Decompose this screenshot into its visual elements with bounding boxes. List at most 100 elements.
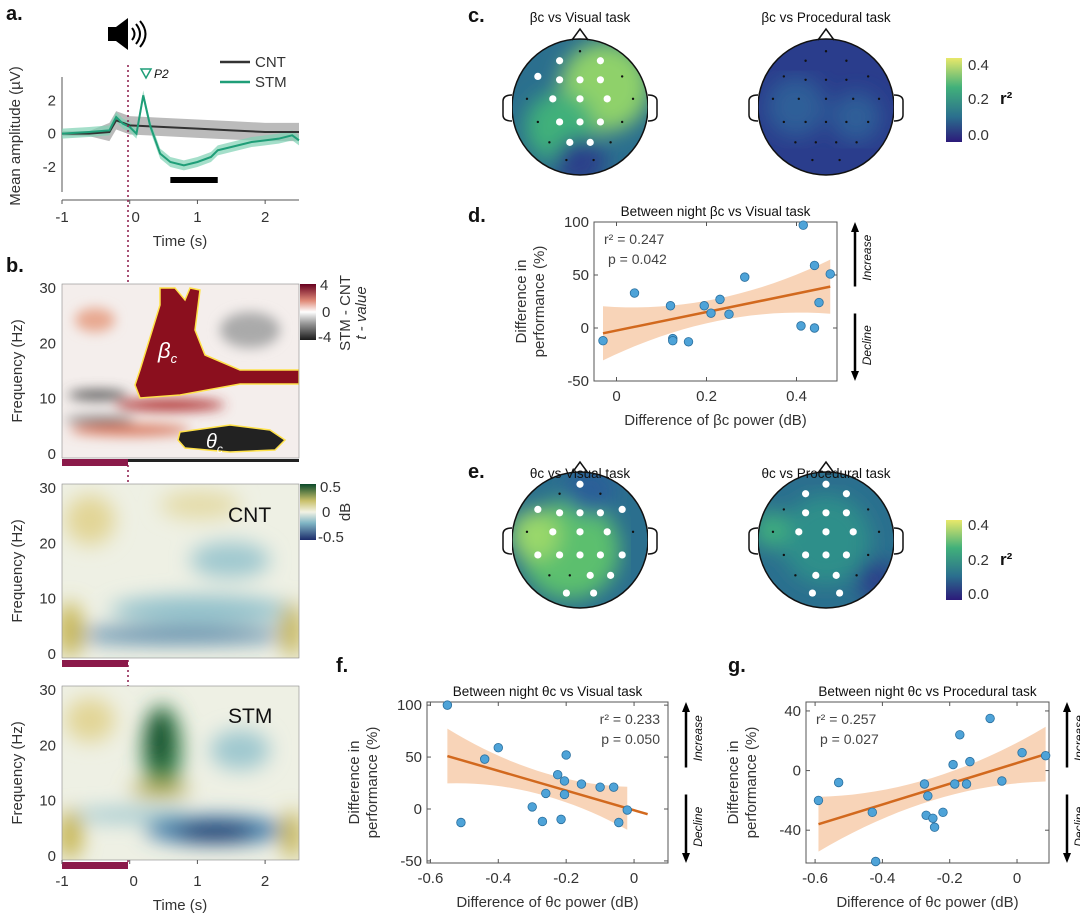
data-point [796,321,806,331]
electrode [852,97,855,101]
topomaps [502,27,904,609]
y-tick-label: -50 [400,853,422,870]
cb1-tick: 0 [322,304,330,321]
plot-frame [593,221,838,382]
electrode [866,508,870,511]
y-tick-label: 10 [39,793,56,810]
activity-blob [766,77,826,137]
data-point [629,288,640,298]
data-point [809,260,820,271]
data-point [559,776,570,786]
electrode [838,158,841,162]
y-axis-label: performance (%) [743,727,760,839]
x-tick-label: 0 [630,870,638,887]
x-tick-label: -0.4 [869,870,895,887]
data-point [552,770,563,780]
x-tick-label: 2 [261,873,269,890]
data-point [1040,750,1051,761]
significant-electrode [832,571,840,579]
r2-colorbar-e [946,520,962,600]
significant-electrode [618,505,626,513]
data-point [867,807,878,818]
panel-label-f: f. [336,655,348,677]
panel-label-g: g. [728,655,746,677]
nose-icon [817,27,835,41]
chart-title: Between night βc vs Visual task [621,204,811,219]
y-tick-label: 0 [48,646,56,663]
y-tick-label: 2 [48,92,56,109]
cb-c-tick: 0.4 [968,57,989,74]
activity-blob [856,560,894,600]
electrode [771,530,775,534]
electrode [835,141,838,144]
x-tick-label: 0 [130,873,138,890]
data-point [955,730,965,740]
electrode [845,78,848,82]
electrode [855,574,858,577]
electrode [877,530,881,534]
electrode [824,50,828,53]
topomap-0 [512,39,648,175]
data-point [442,700,453,710]
data-point [919,779,930,789]
activity-blob [831,92,881,142]
electrode [609,141,612,144]
cb-e-label: r² [1000,550,1013,569]
x-tick-label: -0.4 [485,870,511,887]
significant-electrode [562,589,571,597]
chart-title: Between night θc vs Visual task [453,684,643,699]
activity-blob [565,472,615,515]
increase-label: Increase [860,234,874,280]
topomap-2 [512,472,648,608]
electrode [804,59,807,62]
data-point [706,308,716,318]
theta-cluster [177,424,287,453]
stm-map-label: STM [228,705,272,728]
decline-label: Decline [1072,806,1080,846]
y-tick-label: 0 [581,320,589,337]
beta-cluster [134,287,299,399]
electrode [845,120,848,124]
electrode [525,530,529,534]
significant-electrode [822,551,830,559]
r-squared-label: r² = 0.233 [600,711,661,727]
y-tick-label: 50 [405,749,422,766]
arrowhead-down-icon [851,371,859,381]
cb1-subtitle: t - value [353,286,370,339]
scatter-f: Between night θc vs Visual task -0.6 -0.4 -… [346,684,705,911]
cb1-tick: -4 [318,329,331,346]
chart-title: Between night θc vs Procedural task [818,684,1037,699]
cb1-tick: 4 [320,277,328,294]
panel-label-a: a. [6,3,23,25]
activity-blob [555,137,605,175]
electrode [824,78,828,82]
electrode [797,97,800,101]
significant-electrode [534,505,542,513]
significant-electrode [596,76,605,84]
significant-electrode [586,138,594,146]
x-tick-label: 0.2 [696,388,717,405]
electrode [782,553,786,557]
data-point [1017,747,1027,758]
data-point [740,272,750,282]
data-point [724,309,734,319]
r-squared-label: r² = 0.247 [604,231,665,247]
y-tick-label: -2 [43,159,56,176]
r-squared-label: r² = 0.257 [816,711,877,727]
data-point [950,779,960,789]
topomap-3 [758,472,894,608]
x-tick-label: 0.4 [786,388,807,405]
data-point [559,789,570,800]
electrode [525,97,529,101]
cb-e-tick: 0.4 [968,517,989,534]
electrode [568,574,571,577]
x-tick-label: -0.2 [553,870,579,887]
topo-title-beta-procedural: βc vs Procedural task [761,10,891,25]
data-point [493,743,503,753]
electrode [866,553,870,557]
baseline-bar [62,660,128,667]
data-point [809,323,820,333]
electrode [548,141,551,144]
data-point [541,788,551,799]
cb1-title: STM - CNT [337,275,354,351]
